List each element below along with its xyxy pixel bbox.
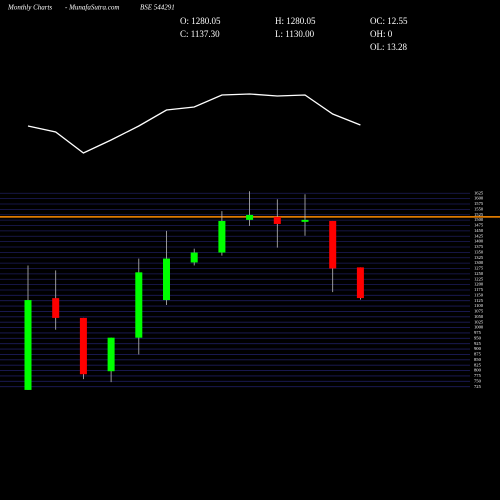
candle-body [246,214,254,220]
info-text: OL: 13.28 [370,42,407,52]
y-tick-label: 925 [474,341,482,346]
overlay-line [27,93,361,154]
y-tick-label: 900 [474,346,482,351]
info-text: C: 1137.30 [180,29,220,39]
candle-body [52,298,60,318]
y-tick-label: 725 [474,384,482,389]
info-text: L: 1130.00 [275,29,315,39]
y-tick-label: 1400 [474,239,484,244]
y-tick-label: 1450 [474,228,484,233]
y-tick-label: 750 [474,378,482,383]
y-tick-label: 1575 [474,201,484,206]
y-tick-label: 1075 [474,309,484,314]
y-tick-label: 1300 [474,260,484,265]
y-tick-label: 850 [474,357,482,362]
y-tick-label: 775 [474,373,482,378]
candle-body [329,220,337,269]
y-tick-label: 1250 [474,271,484,276]
y-tick-label: 825 [474,362,482,367]
candle-body [301,219,309,222]
y-tick-label: 1375 [474,244,484,249]
candle-body [107,337,115,372]
candle-body [218,220,226,253]
y-tick-label: 975 [474,330,482,335]
info-text: OC: 12.55 [370,16,408,26]
y-tick-label: 1500 [474,217,484,222]
candle-body [163,258,170,301]
y-tick-label: 1150 [474,292,484,297]
y-tick-label: 1275 [474,266,484,271]
y-tick-label: 1350 [474,249,484,254]
candle-body [79,317,87,375]
y-tick-label: 800 [474,368,482,373]
source: - MunafaSutra.com [65,4,119,12]
y-tick-label: 1025 [474,319,484,324]
y-tick-label: 1175 [474,287,484,292]
y-tick-label: 1550 [474,206,484,211]
y-tick-label: 1525 [474,212,484,217]
y-tick-label: 1325 [474,255,484,260]
y-tick-label: 950 [474,335,482,340]
candle-body [24,300,32,390]
y-tick-label: 1050 [474,314,484,319]
y-tick-label: 1000 [474,325,484,330]
chart-title: Monthly Charts [7,4,52,12]
candle-body [356,267,364,299]
y-tick-label: 875 [474,352,482,357]
y-tick-label: 1100 [474,303,484,308]
candle-body [273,216,281,224]
info-text: O: 1280.05 [180,16,221,26]
info-text: H: 1280.05 [275,16,316,26]
y-tick-label: 1625 [474,190,484,195]
candle-body [135,272,143,338]
y-tick-label: 1600 [474,196,484,201]
candle-body [190,252,198,263]
y-tick-label: 1425 [474,233,484,238]
y-tick-label: 1475 [474,223,484,228]
y-tick-label: 1125 [474,298,484,303]
info-text: OH: 0 [370,29,393,39]
y-tick-label: 1225 [474,276,484,281]
symbol: BSE 544291 [140,4,175,12]
y-tick-label: 1200 [474,282,484,287]
